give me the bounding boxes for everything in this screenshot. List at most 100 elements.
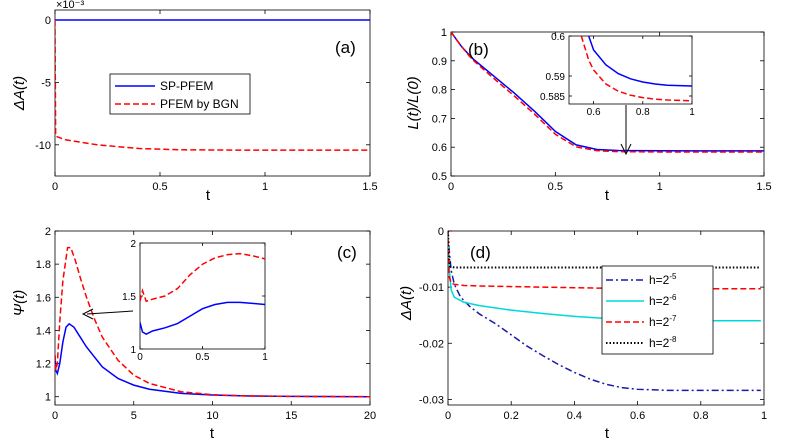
zoom-arrowhead-b <box>620 143 632 156</box>
legend-d: h=2-5 h=2-6 h=2-7 h=2-8 <box>601 265 714 355</box>
axes-b <box>450 31 765 177</box>
legend-label-sp-pfem: SP-PFEM <box>160 79 213 93</box>
legend-label-h6: h=2-6 <box>649 293 677 308</box>
panel-d: 0 0.2 0.4 0.6 0.8 1 0 -0.01 -0.02 -0.03 (d) t ΔA(… <box>398 226 767 442</box>
inset-b-xtick-label-1: 0.8 <box>636 107 650 118</box>
inset-axes-c <box>139 242 266 350</box>
plot-b <box>451 32 764 153</box>
line-d-series-3 <box>448 231 761 269</box>
inset-c-ytick-label-2: 2 <box>130 239 136 250</box>
axes-d <box>447 230 765 406</box>
line-d-series-0 <box>448 231 761 392</box>
axis-d-xtick-label-5: 1 <box>761 410 767 422</box>
panel-label-d: (d) <box>470 243 491 262</box>
line-c-series-1 <box>55 246 370 398</box>
ticks-a: 0 0.5 1 1.5 0 -5 -10 <box>35 10 378 193</box>
inset-c-ytick-label-0: 1 <box>130 345 136 356</box>
axis-c-ytick-label-1: 1.2 <box>36 359 51 371</box>
axis-a-xtick-label-1: 0.5 <box>152 181 167 193</box>
x-axis-label-a: t <box>206 187 211 204</box>
panel-label-a: (a) <box>335 38 356 57</box>
legend-base-h5: h=2 <box>649 273 670 287</box>
axis-c-ytick-label-4: 1.8 <box>36 259 51 271</box>
legend-label-pfem-bgn: PFEM by BGN <box>160 97 239 111</box>
panel-b: 0 0.5 1 1.50.50.60.70.80.91 (b) t L(t)/L(0)… <box>405 27 772 204</box>
axis-d-xtick-label-3: 0.6 <box>630 410 645 422</box>
y-axis-label-d: ΔA(t) <box>398 286 415 321</box>
ticks-d: 0 0.2 0.4 0.6 0.8 1 0 -0.01 -0.02 -0.03 <box>419 226 767 422</box>
inset-b: 0.6 0.8 1 0.585 0.59 0.6 <box>540 32 695 118</box>
y-exponent-label-a: ×10⁻³ <box>56 0 84 11</box>
legend-exp-h7: -7 <box>669 314 677 323</box>
axis-d-xtick-label-0: 0 <box>445 410 451 422</box>
legend-exp-h6: -6 <box>669 293 677 302</box>
inset-plot-b <box>580 36 692 102</box>
x-axis-label-c: t <box>210 425 215 442</box>
y-axis-label-c: Ψ(t) <box>11 290 28 317</box>
inset-line-b-series-1 <box>580 36 692 102</box>
legend-label-h8: h=2-8 <box>649 335 677 350</box>
axis-c-ytick-label-2: 1.4 <box>36 325 51 337</box>
axis-c-xtick-label-4: 20 <box>364 410 376 422</box>
legend-base-h8: h=2 <box>649 336 670 350</box>
axis-d-ytick-label-3: -0.03 <box>419 394 444 406</box>
inset-c: 0 0.5 1 1 1.5 2 <box>122 239 268 363</box>
axis-a-xtick-label-3: 1.5 <box>362 181 377 193</box>
inset-b-xtick-label-2: 1 <box>689 107 695 118</box>
inset-b-ytick-label-2: 0.6 <box>551 32 565 43</box>
inset-line-c-series-0 <box>140 301 265 336</box>
axis-b-ytick-label-0: 0.5 <box>432 171 447 183</box>
zoom-arrowhead-c <box>81 308 94 320</box>
axis-a-xtick-label-2: 1 <box>262 181 268 193</box>
axis-c-xtick-label-1: 5 <box>131 410 137 422</box>
axis-b-ytick-label-5: 1 <box>441 27 447 39</box>
line-b-series-0 <box>451 32 764 152</box>
inset-ticks-c: 0 0.5 1 1 1.5 2 <box>122 239 268 363</box>
inset-axes-b <box>568 35 693 105</box>
axis-b-ytick-label-2: 0.7 <box>432 113 447 125</box>
panel-c: 0 5 10 15 20 1 1.2 1.4 1.6 1.8 2 (c) t Ψ(t) 0 0.5 1 1… <box>11 226 376 442</box>
axis-c-ytick-label-5: 2 <box>45 226 51 238</box>
axis-d-xtick-label-4: 0.8 <box>693 410 708 422</box>
inset-b-ytick-label-0: 0.585 <box>540 92 565 103</box>
axis-b-xtick-label-0: 0 <box>448 181 454 193</box>
axis-d-xtick-label-1: 0.2 <box>504 410 519 422</box>
axis-d-ytick-label-0: 0 <box>438 226 444 238</box>
inset-c-xtick-label-2: 1 <box>262 352 268 363</box>
legend-label-h7: h=2-7 <box>649 314 677 329</box>
ticks-b: 0 0.5 1 1.50.50.60.70.80.91 <box>432 27 772 193</box>
inset-b-xtick-label-0: 0.6 <box>587 107 601 118</box>
axis-b-xtick-label-3: 1.5 <box>756 181 771 193</box>
inset-ticks-b: 0.6 0.8 1 0.585 0.59 0.6 <box>540 32 695 118</box>
y-axis-label-a: ΔA(t) <box>11 76 28 111</box>
legend-box-d <box>601 265 714 355</box>
inset-c-ytick-label-1: 1.5 <box>122 292 136 303</box>
axis-d-ytick-label-1: -0.01 <box>419 282 444 294</box>
legend-label-h5: h=2-5 <box>649 272 677 287</box>
panel-label-c: (c) <box>337 243 357 262</box>
axis-c-xtick-label-3: 15 <box>285 410 297 422</box>
ticks-c: 0 5 10 15 20 1 1.2 1.4 1.6 1.8 2 <box>36 226 376 422</box>
inset-b-ytick-label-1: 0.59 <box>546 72 566 83</box>
axis-b-ytick-label-3: 0.8 <box>432 85 447 97</box>
panel-a: 0 0.5 1 1.5 0 -5 -10 ×10⁻³ (a) t ΔA(t) SP-PFEM… <box>11 0 378 204</box>
zoom-arrow-c <box>86 310 134 315</box>
legend-exp-h8: -8 <box>669 335 677 344</box>
plot-c <box>55 246 370 398</box>
legend-a: SP-PFEM PFEM by BGN <box>109 73 251 115</box>
plot-a <box>55 19 370 151</box>
axis-a-ytick-label-1: -5 <box>41 77 51 89</box>
y-axis-label-b: L(t)/L(0) <box>405 76 422 129</box>
inset-line-b-series-0 <box>587 36 692 87</box>
axis-d-ytick-label-2: -0.02 <box>419 338 444 350</box>
line-c-series-0 <box>55 322 370 398</box>
legend-exp-h5: -5 <box>669 272 677 281</box>
axis-c-xtick-label-2: 10 <box>206 410 218 422</box>
line-b-series-1 <box>451 32 764 153</box>
axis-a-ytick-label-2: -10 <box>35 140 51 152</box>
axis-d-xtick-label-2: 0.4 <box>567 410 582 422</box>
axis-c-ytick-label-3: 1.6 <box>36 292 51 304</box>
inset-c-xtick-label-0: 0 <box>137 352 143 363</box>
axis-c-ytick-label-0: 1 <box>45 392 51 404</box>
